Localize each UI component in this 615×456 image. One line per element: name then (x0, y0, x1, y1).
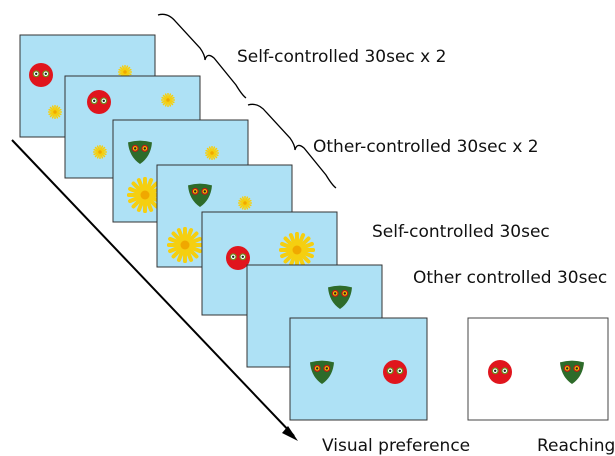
condition-label: Self-controlled 30sec (372, 222, 550, 242)
condition-label: Other-controlled 30sec x 2 (313, 137, 539, 157)
flower (162, 94, 175, 107)
diagram: Self-controlled 30sec x 2 Other-controll… (0, 0, 615, 456)
flower (239, 197, 252, 210)
footer-label: Visual preference (322, 436, 470, 456)
ball (29, 63, 53, 87)
ball (87, 90, 111, 114)
condition-label: Self-controlled 30sec x 2 (237, 47, 446, 67)
ball (383, 360, 407, 384)
ball (488, 360, 512, 384)
flower (49, 106, 62, 119)
flower (129, 179, 161, 211)
flower (281, 234, 313, 266)
condition-label: Other controlled 30sec (413, 268, 607, 288)
flower (169, 229, 201, 261)
flower (94, 146, 107, 159)
ball (226, 246, 250, 270)
footer-label: Reaching (537, 436, 615, 456)
flower (206, 147, 219, 160)
arrow-head (282, 426, 298, 441)
